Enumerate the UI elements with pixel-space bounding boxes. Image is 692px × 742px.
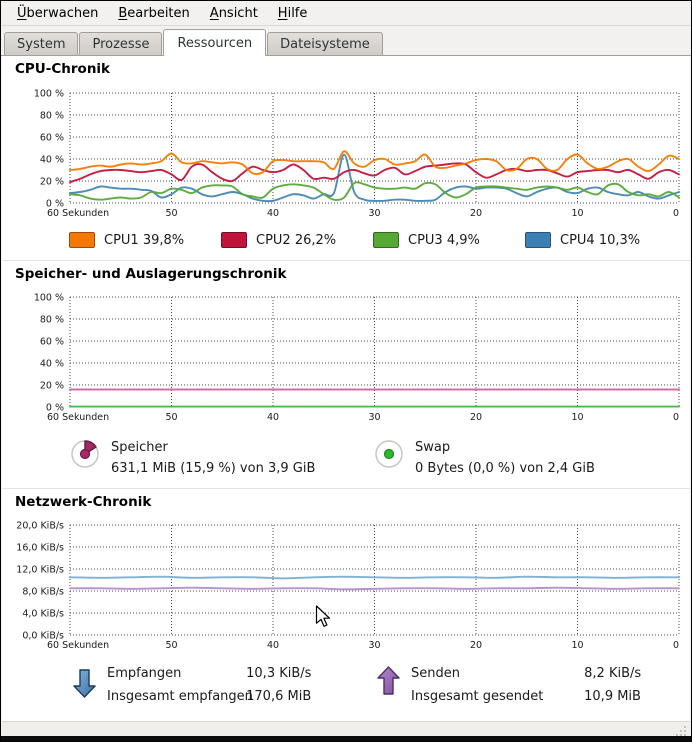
tab-ressourcen[interactable]: Ressourcen [163, 29, 267, 56]
cpu1-legend-label: CPU1 39,8% [104, 232, 185, 248]
cpu3-legend: CPU3 4,9% [373, 232, 480, 248]
memory-pie-icon[interactable] [69, 438, 101, 470]
cpu4-legend: CPU4 10,3% [525, 232, 640, 248]
svg-text:0 %: 0 % [46, 403, 64, 414]
cpu1-legend: CPU1 39,8% [69, 232, 184, 248]
memory-value: 631,1 MiB (15,9 %) von 3,9 GiB [111, 461, 316, 476]
svg-text:100 %: 100 % [34, 293, 64, 304]
svg-text:16,0 KiB/s: 16,0 KiB/s [16, 543, 64, 554]
menu-bar: Überwachen Bearbeiten Ansicht Hilfe [1, 1, 691, 26]
svg-text:40: 40 [267, 208, 279, 219]
svg-text:20 %: 20 % [40, 381, 64, 392]
cpu4-legend-label: CPU4 10,3% [560, 232, 641, 248]
network-received-legend: Empfangen 10,3 KiB/s Insgesamt empfangen… [71, 662, 311, 708]
svg-text:100 %: 100 % [34, 89, 64, 100]
svg-text:8,0 KiB/s: 8,0 KiB/s [22, 587, 64, 598]
cpu3-color-swatch[interactable] [373, 232, 399, 248]
window-bottom-edge [1, 736, 691, 741]
cpu2-legend-label: CPU2 26,2% [256, 232, 337, 248]
svg-text:0,0 KiB/s: 0,0 KiB/s [22, 631, 64, 642]
memory-history-chart: 100 % 80 % 60 % 40 % 20 % 0 %60 Sekunden 50 40 3… [34, 293, 680, 423]
svg-text:4,0 KiB/s: 4,0 KiB/s [22, 609, 64, 620]
svg-text:50: 50 [165, 208, 177, 219]
cpu3-legend-label: CPU3 4,9% [408, 232, 480, 248]
memory-label: Speicher [111, 440, 168, 455]
menu-ueberwachen[interactable]: Überwachen [17, 5, 99, 21]
sent-total-label: Insgesamt gesendet [411, 689, 544, 704]
svg-text:0: 0 [673, 640, 679, 651]
svg-text:20,0 KiB/s: 20,0 KiB/s [16, 521, 64, 532]
cpu4-color-swatch[interactable] [525, 232, 551, 248]
sent-total: 10,9 MiB [584, 689, 641, 704]
swap-pie-icon[interactable] [373, 438, 405, 470]
svg-text:60 Sekunden: 60 Sekunden [47, 640, 109, 651]
network-history-chart: 20,0 KiB/s 16,0 KiB/s 12,0 KiB/s 8,0 KiB/s 4… [16, 521, 680, 651]
svg-text:10: 10 [571, 208, 583, 219]
swap-value: 0 Bytes (0,0 %) von 2,4 GiB [415, 461, 595, 476]
cpu2-legend: CPU2 26,2% [221, 232, 336, 248]
svg-text:40: 40 [267, 640, 279, 651]
menu-hilfe[interactable]: Hilfe [277, 5, 308, 21]
received-label: Empfangen [107, 666, 182, 681]
svg-text:60 %: 60 % [40, 133, 64, 144]
svg-text:80 %: 80 % [40, 315, 64, 326]
svg-text:10: 10 [571, 640, 583, 651]
svg-text:20: 20 [470, 412, 482, 423]
memory-legend: Speicher 631,1 MiB (15,9 %) von 3,9 GiB [69, 438, 315, 480]
svg-text:30: 30 [368, 208, 380, 219]
cpu-history-chart: 100 % 80 % 60 % 40 % 20 % 0 %60 Sekunden 50 40 3… [34, 89, 680, 219]
tab-bar: System Prozesse Ressourcen Dateisysteme [1, 26, 691, 56]
sent-label: Senden [411, 666, 460, 681]
svg-text:40 %: 40 % [40, 155, 64, 166]
svg-text:0: 0 [673, 412, 679, 423]
status-bar [2, 721, 690, 738]
svg-text:40: 40 [267, 412, 279, 423]
received-rate: 10,3 KiB/s [246, 666, 312, 681]
sent-rate: 8,2 KiB/s [584, 666, 642, 681]
resize-grip[interactable] [674, 723, 688, 737]
network-section-title: Netzwerk-Chronik [15, 494, 152, 510]
svg-text:20: 20 [470, 640, 482, 651]
upload-arrow-icon [377, 666, 400, 695]
svg-text:80 %: 80 % [40, 111, 64, 122]
cpu-section-title: CPU-Chronik [15, 61, 111, 77]
cpu2-color-swatch[interactable] [221, 232, 247, 248]
svg-text:0 %: 0 % [46, 199, 64, 210]
svg-text:30: 30 [368, 412, 380, 423]
tab-system[interactable]: System [4, 32, 79, 55]
svg-text:10: 10 [571, 412, 583, 423]
svg-text:60 Sekunden: 60 Sekunden [47, 412, 109, 423]
svg-text:50: 50 [165, 412, 177, 423]
svg-text:40 %: 40 % [40, 359, 64, 370]
section-separator [2, 260, 690, 261]
svg-text:20 %: 20 % [40, 177, 64, 188]
tab-dateisysteme[interactable]: Dateisysteme [267, 32, 383, 55]
svg-text:0: 0 [673, 208, 679, 219]
svg-text:20: 20 [470, 208, 482, 219]
menu-ansicht[interactable]: Ansicht [209, 5, 258, 21]
resources-pane [2, 56, 690, 721]
received-total: 170,6 MiB [246, 689, 312, 704]
memory-section-title: Speicher- und Auslagerungschronik [15, 266, 287, 282]
network-sent-legend: Senden 8,2 KiB/s Insgesamt gesendet 10,9… [375, 662, 641, 708]
svg-text:50: 50 [165, 640, 177, 651]
svg-text:30: 30 [368, 640, 380, 651]
svg-text:12,0 KiB/s: 12,0 KiB/s [16, 565, 64, 576]
download-arrow-icon [73, 669, 96, 698]
section-separator [2, 488, 690, 489]
menu-bearbeiten[interactable]: Bearbeiten [118, 5, 190, 21]
swap-label: Swap [415, 440, 451, 455]
received-total-label: Insgesamt empfangen [107, 689, 253, 704]
swap-legend: Swap 0 Bytes (0,0 %) von 2,4 GiB [373, 438, 595, 480]
svg-text:60 Sekunden: 60 Sekunden [47, 208, 109, 219]
svg-text:60 %: 60 % [40, 337, 64, 348]
tab-prozesse[interactable]: Prozesse [79, 32, 163, 55]
cpu1-color-swatch[interactable] [69, 232, 95, 248]
